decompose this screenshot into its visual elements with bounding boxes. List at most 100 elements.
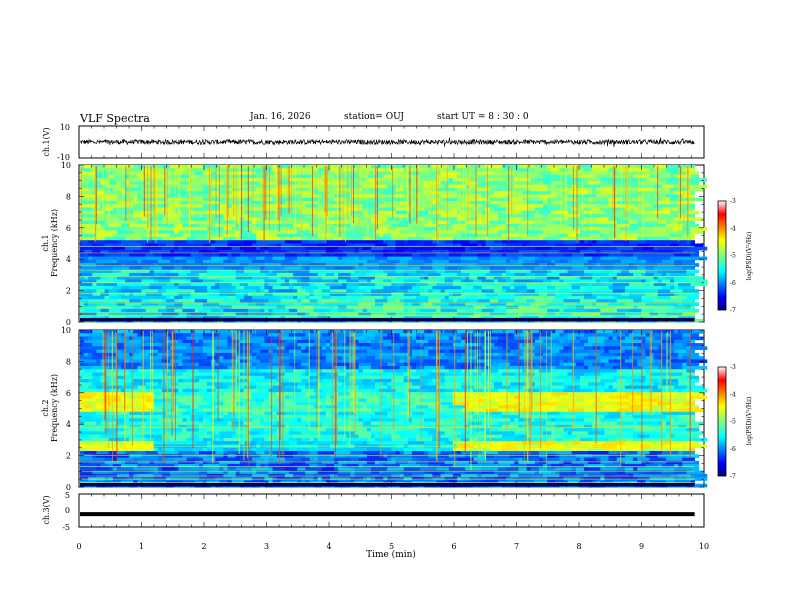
spectrogram-cell (383, 365, 401, 370)
spectrogram-cell (518, 187, 528, 192)
spectrogram-cell (116, 352, 130, 357)
spectrogram-cell (649, 312, 659, 316)
spectrogram-cell (309, 408, 314, 413)
spectrogram-cell (559, 343, 569, 347)
spectrogram-cell (518, 395, 536, 400)
spectrogram-cell (358, 181, 372, 186)
spectrogram-cell (108, 315, 126, 320)
spectrogram-cell (260, 269, 269, 274)
spectrogram-cell (424, 240, 433, 244)
spectrogram-cell (129, 392, 146, 396)
spectrogram-cell (182, 210, 192, 215)
spectrogram-cell (665, 165, 683, 169)
spectrogram-cell (383, 233, 388, 238)
spectrogram-cell (321, 388, 335, 393)
spectrogram-cell (502, 276, 511, 280)
spectrogram-cell (469, 411, 474, 416)
spectrogram-cell (157, 349, 167, 354)
spectrogram-cell (678, 392, 687, 396)
spectrogram-cell (461, 375, 466, 380)
spectrogram-cell (600, 227, 614, 231)
spectrogram-cell (411, 207, 417, 212)
spectrogram-cell (309, 259, 314, 264)
spectrogram-cell (219, 308, 224, 313)
spectrogram-cell (174, 295, 183, 300)
spectrogram-cell (665, 243, 671, 248)
spectrogram-cell (280, 243, 294, 248)
spectrogram-cell (686, 395, 691, 400)
spectrogram-cell (305, 214, 319, 218)
spectrogram-cell (403, 398, 409, 403)
spectrogram-cell (534, 346, 548, 351)
spectrogram-cell (198, 372, 216, 377)
spectrogram-cell (424, 333, 437, 337)
spectrogram-cell (555, 207, 560, 212)
spectrogram-cell (661, 230, 667, 235)
spectrogram-cell (387, 227, 396, 231)
spectrogram-cell (559, 359, 564, 364)
colorbar-tick-label: -4 (730, 225, 736, 232)
spectrogram-cell (440, 289, 446, 293)
spectrogram-cell (313, 292, 331, 297)
spectrogram-cell (80, 194, 97, 199)
spectrogram-cell (362, 207, 380, 212)
spectrogram-cell (219, 207, 237, 212)
spectrogram-cell (313, 191, 331, 195)
spectrogram-cell (108, 181, 118, 186)
spectrogram-cell (284, 395, 290, 400)
spectrogram-cell (563, 276, 577, 280)
spectrogram-cell (366, 220, 372, 225)
spectrogram-cell (338, 256, 343, 261)
spectrogram-cell (670, 279, 675, 284)
spectrogram-cell (301, 200, 314, 205)
spectrogram-cell (583, 168, 593, 172)
spectrogram-cell (104, 356, 118, 360)
spectrogram-cell (497, 375, 515, 380)
spectrogram-cell (256, 302, 265, 307)
spectrogram-cell (538, 333, 552, 337)
spectrogram-cell (223, 220, 237, 225)
spectrogram-cell (674, 339, 691, 344)
spectrogram-cell (133, 292, 142, 297)
spectrogram-cell (579, 339, 589, 344)
spectrogram-cell (665, 312, 683, 316)
spectrogram-cell (452, 282, 466, 287)
spectrogram-cell (682, 299, 696, 303)
spectrogram-cell (518, 362, 536, 367)
spectrogram-cell (637, 305, 655, 310)
spectrogram-cell (547, 200, 552, 205)
spectrogram-cell (567, 372, 585, 377)
spectrogram-cell (268, 392, 273, 396)
spectrogram-cell (510, 263, 515, 267)
spectrogram-cell (416, 207, 425, 212)
spectrogram-cell (657, 253, 675, 257)
spectrogram-cell (182, 256, 187, 261)
spectrogram-cell (133, 352, 151, 357)
spectrogram-cell (88, 181, 101, 186)
spectrogram-cell (424, 243, 437, 248)
spectrogram-cell (170, 385, 187, 390)
spectrogram-cell (239, 246, 257, 251)
spectrogram-cell (543, 356, 556, 360)
spectrogram-cell (325, 352, 335, 357)
spectrogram-cell (616, 401, 630, 406)
spectrogram-cell (260, 256, 265, 261)
spectrogram-cell (170, 250, 175, 254)
spectrogram-cell (649, 210, 655, 215)
spectrogram-cell (125, 343, 138, 347)
spectrogram-cell (248, 415, 261, 419)
spectrogram-cell (502, 411, 511, 416)
spectrogram-cell (358, 279, 368, 284)
spectrogram-cell (161, 210, 175, 215)
spectrogram-cell (178, 181, 187, 186)
spectrogram-cell (579, 197, 585, 202)
spectrogram-cell (137, 385, 146, 390)
spectrogram-cell (506, 352, 515, 357)
spectrogram-cell (153, 253, 163, 257)
spectrogram-cell (555, 259, 568, 264)
spectrogram-cell (510, 230, 515, 235)
spectrogram-cell (202, 253, 220, 257)
spectrogram-cell (653, 233, 671, 238)
spectrogram-cell (215, 223, 220, 228)
spectrogram-cell (235, 379, 249, 383)
